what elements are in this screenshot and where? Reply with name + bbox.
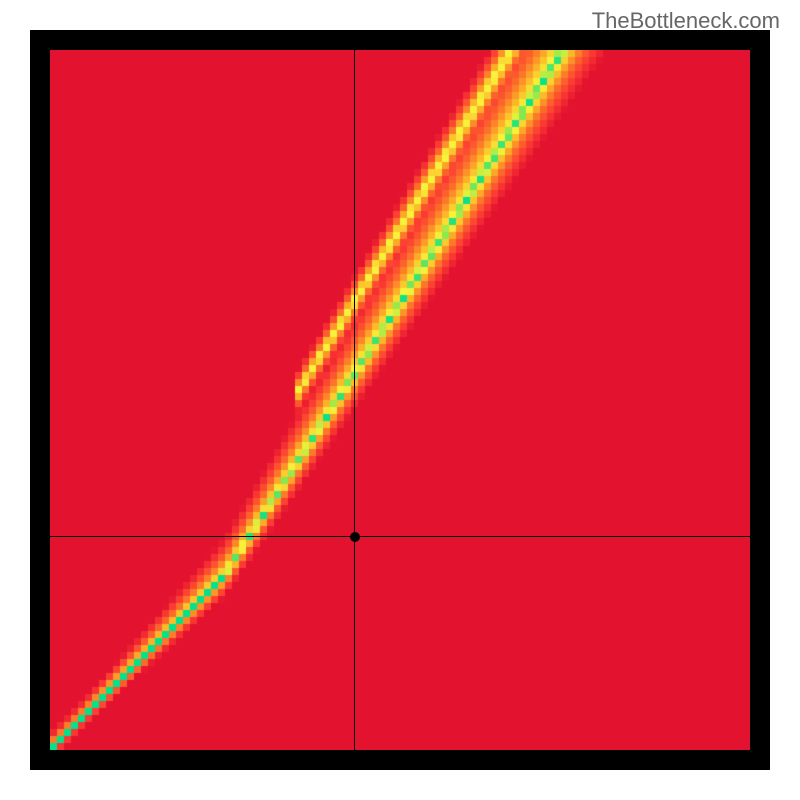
- crosshair-vertical: [354, 50, 355, 750]
- watermark-text: TheBottleneck.com: [592, 8, 780, 34]
- crosshair-marker: [350, 532, 360, 542]
- chart-container: TheBottleneck.com: [0, 0, 800, 800]
- plot-frame: [30, 30, 770, 770]
- heatmap-canvas: [50, 50, 750, 750]
- crosshair-horizontal: [50, 536, 750, 537]
